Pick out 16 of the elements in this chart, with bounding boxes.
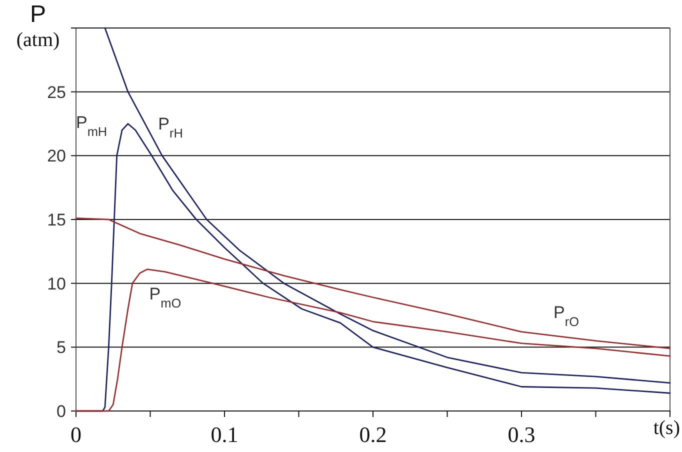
series-label: P$_{rH}$ <box>158 114 183 140</box>
y-tick-label: 25 <box>47 82 66 102</box>
line-series <box>104 27 671 384</box>
y-tick-label: 0 <box>56 402 66 421</box>
y-tick-label: 10 <box>47 274 66 294</box>
y-tick-label: 5 <box>56 338 66 358</box>
x-tick-label: 0.1 <box>210 422 238 447</box>
series-label: P$_{mO}$ <box>149 284 182 310</box>
series-label: P$_{rO}$ <box>554 302 580 328</box>
y-axis-title: P (atm) <box>16 1 60 51</box>
x-tick-label: 0.2 <box>359 422 387 447</box>
series-label: P$_{mH}$ <box>76 112 108 138</box>
x-axis-title: t(s) <box>653 417 680 439</box>
y-tick-label: 15 <box>47 210 66 230</box>
y-tick-label: 20 <box>47 146 66 166</box>
x-tick-label: 0.3 <box>508 422 536 447</box>
